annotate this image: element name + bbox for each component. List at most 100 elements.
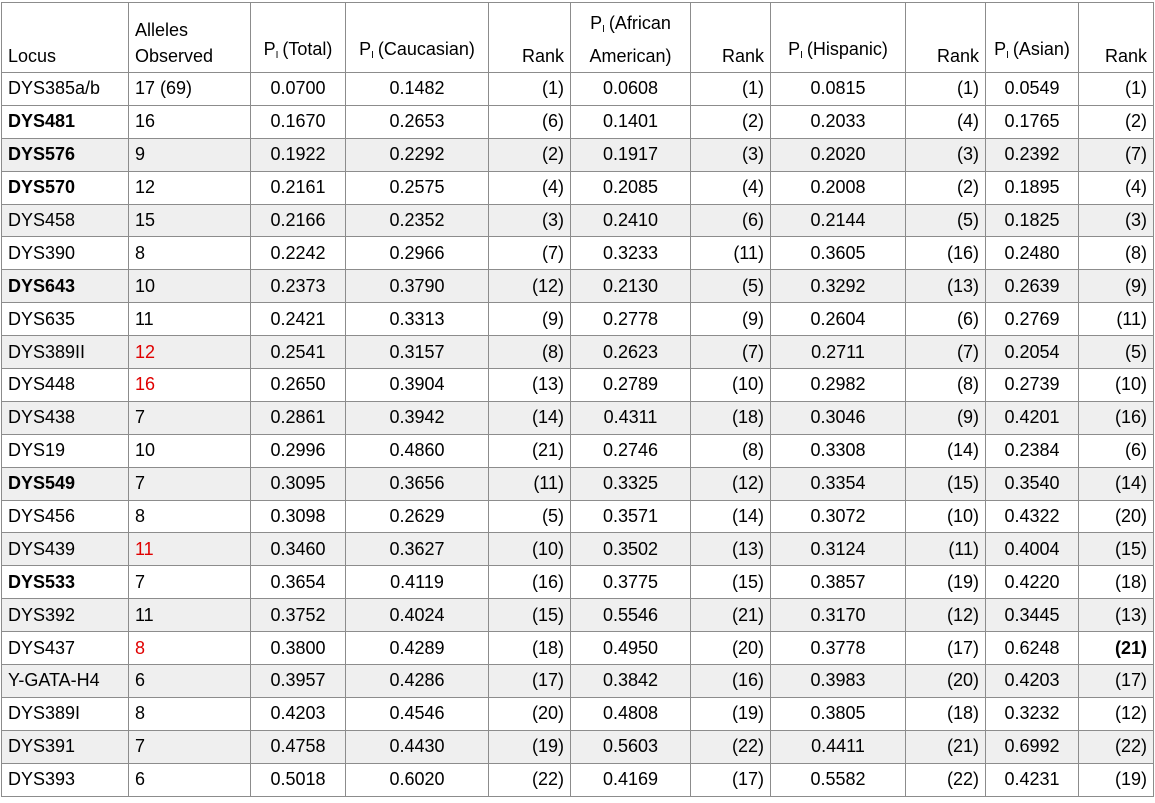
value-cell: 0.3778: [770, 631, 906, 666]
value-cell: 0.3072: [770, 499, 906, 534]
rank-cell: (8): [690, 433, 771, 468]
value-cell: 0.3232: [985, 696, 1079, 731]
locus-cell: DYS389II: [1, 335, 129, 370]
rank-cell: (14): [905, 433, 986, 468]
locus-cell: DYS481: [1, 104, 129, 139]
rank-cell: (19): [488, 729, 571, 764]
rank-cell: (12): [905, 598, 986, 633]
alleles-cell: 6: [128, 762, 251, 797]
rank-cell: (11): [690, 236, 771, 271]
value-cell: 0.2352: [345, 203, 489, 238]
locus-cell: DYS389I: [1, 696, 129, 731]
rank-cell: (1): [690, 72, 771, 106]
value-cell: 0.2623: [570, 335, 691, 370]
value-cell: 0.6020: [345, 762, 489, 797]
alleles-cell: 8: [128, 236, 251, 271]
value-cell: 0.3957: [250, 664, 346, 698]
value-cell: 0.6992: [985, 729, 1079, 764]
locus-cell: DYS19: [1, 433, 129, 468]
table-header: Locus Alleles Observed PI (Total) PI (Caucasi…: [1, 2, 1154, 73]
table-row: DYS635 11 0.2421 0.3313 (9) 0.2778 (9) 0.2604 (6…: [1, 302, 1154, 337]
header-symbol: P: [590, 13, 603, 33]
rank-cell: (14): [488, 400, 571, 435]
value-cell: 0.4203: [985, 664, 1079, 698]
value-cell: 0.4220: [985, 565, 1079, 600]
value-cell: 0.2085: [570, 170, 691, 205]
rank-cell: (8): [1078, 236, 1154, 271]
value-cell: 0.4808: [570, 696, 691, 731]
value-cell: 0.3170: [770, 598, 906, 633]
rank-cell: (17): [690, 762, 771, 797]
rank-cell: (2): [690, 104, 771, 139]
header-symbol: P: [994, 39, 1007, 59]
alleles-cell: 7: [128, 565, 251, 600]
table-row: DYS533 7 0.3654 0.4119 (16) 0.3775 (15) 0.3857(…: [1, 565, 1154, 600]
rank-cell: (22): [905, 762, 986, 797]
value-cell: 0.2769: [985, 302, 1079, 337]
alleles-cell: 7: [128, 729, 251, 764]
header-symbol: P: [263, 39, 276, 59]
value-cell: 0.4546: [345, 696, 489, 731]
rank-cell: (18): [488, 631, 571, 666]
header-cell: Rank: [488, 2, 571, 73]
locus-cell: DYS458: [1, 203, 129, 238]
value-cell: 0.3124: [770, 532, 906, 567]
value-cell: 0.3313: [345, 302, 489, 337]
locus-cell: DYS392: [1, 598, 129, 633]
rank-cell: (5): [690, 269, 771, 304]
value-cell: 0.2410: [570, 203, 691, 238]
locus-cell: DYS570: [1, 170, 129, 205]
table-row: DYS438 7 0.2861 0.3942 (14) 0.4311 (18) 0.3046(…: [1, 400, 1154, 435]
rank-cell: (11): [905, 532, 986, 567]
value-cell: 0.3805: [770, 696, 906, 731]
value-cell: 0.2480: [985, 236, 1079, 271]
value-cell: 0.4430: [345, 729, 489, 764]
value-cell: 0.4286: [345, 664, 489, 698]
table-row: DYS576 9 0.1922 0.2292 (2) 0.1917 (3) 0.2020 (3)…: [1, 137, 1154, 172]
value-cell: 0.2144: [770, 203, 906, 238]
value-cell: 0.3842: [570, 664, 691, 698]
rank-cell: (1): [1078, 72, 1154, 106]
alleles-cell: 16: [128, 368, 251, 402]
locus-cell: DYS385a/b: [1, 72, 129, 106]
value-cell: 0.5546: [570, 598, 691, 633]
table-body: DYS385a/b 17 (69) 0.0700 0.1482 (1) 0.0608 (1)…: [1, 72, 1154, 797]
value-cell: 0.1895: [985, 170, 1079, 205]
rank-cell: (21): [905, 729, 986, 764]
rank-cell: (2): [905, 170, 986, 205]
header-cell: PI (Total): [250, 2, 346, 73]
table-row: DYS439 11 0.3460 0.3627 (10) 0.3502 (13) 0.3124…: [1, 532, 1154, 567]
value-cell: 0.2650: [250, 368, 346, 402]
alleles-cell: 8: [128, 696, 251, 731]
alleles-cell: 11: [128, 598, 251, 633]
value-cell: 0.4311: [570, 400, 691, 435]
value-cell: 0.3046: [770, 400, 906, 435]
rank-cell: (10): [488, 532, 571, 567]
table-row: DYS385a/b 17 (69) 0.0700 0.1482 (1) 0.0608 (1)…: [1, 72, 1154, 106]
value-cell: 0.2711: [770, 335, 906, 370]
value-cell: 0.3460: [250, 532, 346, 567]
rank-cell: (10): [1078, 368, 1154, 402]
alleles-cell: 6: [128, 664, 251, 698]
rank-cell: (15): [690, 565, 771, 600]
rank-cell: (7): [690, 335, 771, 370]
rank-cell: (6): [488, 104, 571, 139]
header-cell: PI (Caucasian): [345, 2, 489, 73]
rank-cell: (21): [1078, 631, 1154, 666]
rank-cell: (19): [690, 696, 771, 731]
value-cell: 0.3098: [250, 499, 346, 534]
locus-cell: DYS643: [1, 269, 129, 304]
rank-cell: (4): [690, 170, 771, 205]
header-subscript: I: [1006, 50, 1009, 61]
rank-cell: (4): [1078, 170, 1154, 205]
value-cell: 0.1917: [570, 137, 691, 172]
rank-cell: (20): [1078, 499, 1154, 534]
rank-cell: (5): [1078, 335, 1154, 370]
rank-cell: (9): [690, 302, 771, 337]
header-text: (Caucasian): [377, 39, 475, 59]
value-cell: 0.3654: [250, 565, 346, 600]
value-cell: 0.3095: [250, 466, 346, 501]
rank-cell: (14): [1078, 466, 1154, 501]
value-cell: 0.1670: [250, 104, 346, 139]
